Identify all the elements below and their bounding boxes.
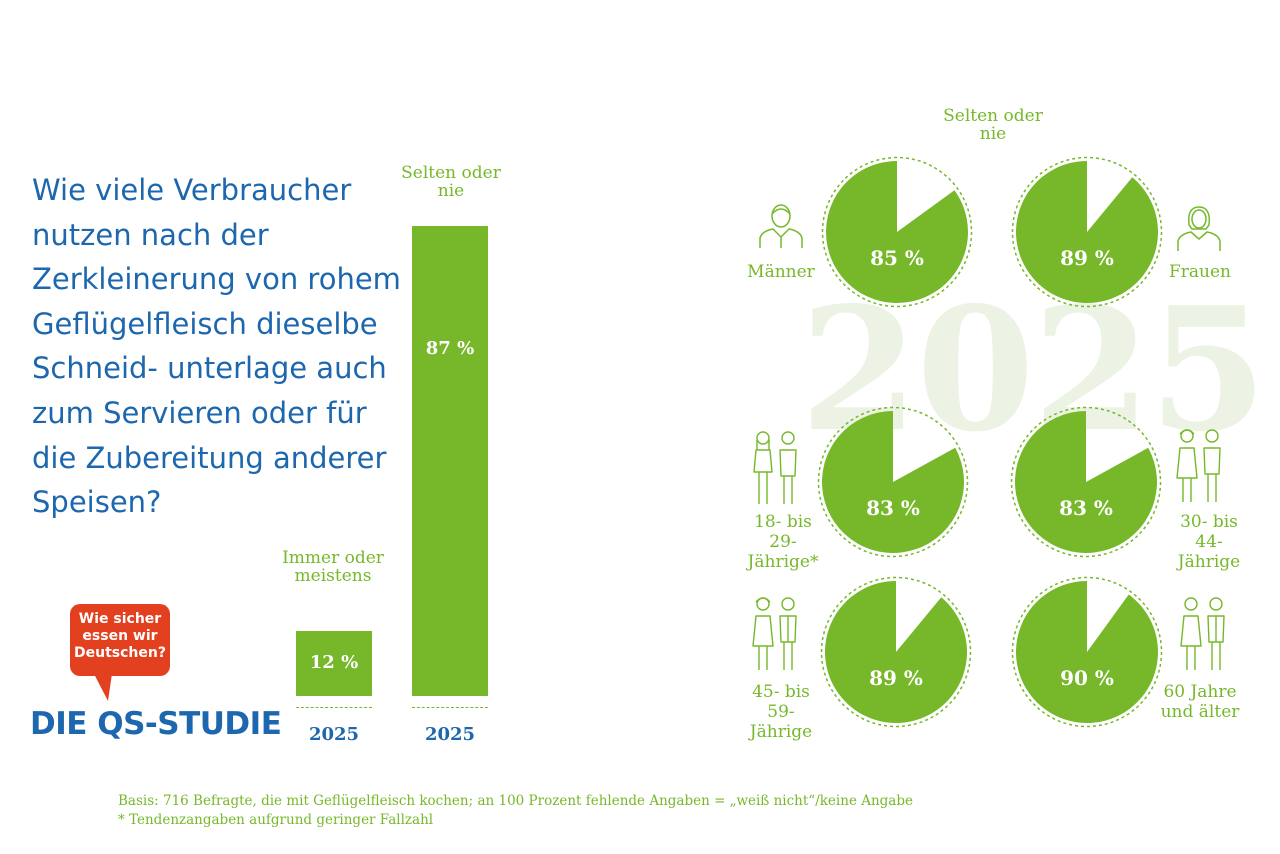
speech-bubble: Wie sicher essen wir Deutschen? [70,604,170,676]
group-label: Frauen [1168,262,1231,282]
pie-value-label: 90 % [1060,666,1114,690]
pie-chart: 89 % [820,576,972,728]
x-tick-label: 2025 [308,724,360,745]
bar-category-label: Immer oder meistens [282,548,384,586]
pie-slice [825,161,968,303]
bar-category-label: Selten oder nie [401,163,501,201]
bubble-text: Wie sicher essen wir Deutschen? [74,611,166,661]
pie-chart: 89 % [1011,156,1163,308]
group-label: 18- bis 29-Jährige* [747,512,819,572]
senior-couple-icon [1180,597,1225,670]
couple-icon [1176,429,1221,502]
pie-group-header: Selten oder nie [943,106,1043,144]
pie-outline [817,406,969,558]
young-couple-icon [753,431,797,504]
pie-chart: 85 % [821,156,973,308]
group-label: 45- bis 59-Jährige [749,682,813,742]
man-icon [759,204,803,248]
question-heading: Wie viele Verbraucher nutzen nach der Ze… [32,173,401,520]
footnote-asterisk: * Tendenzangaben aufgrund geringer Fallz… [118,812,434,828]
group-label: Männer [747,262,815,282]
bar: 87 % [412,226,488,696]
baseline-dash [296,707,372,708]
baseline-dash [412,707,488,708]
pie-chart: 83 % [817,406,969,558]
pie-outline [821,156,973,308]
pie-outline [1011,576,1163,728]
pie-value-label: 89 % [1060,246,1114,270]
pie-slice [821,411,964,553]
pie-chart: 90 % [1011,576,1163,728]
x-tick-label: 2025 [424,724,476,745]
group-label: 60 Jahre und älter [1160,682,1240,722]
pie-slice [1014,411,1157,553]
group-label: 30- bis 44-Jährige [1177,512,1241,572]
couple-icon [752,597,797,670]
pie-value-label: 83 % [866,496,920,520]
pie-outline [820,576,972,728]
bar: 12 % [296,631,372,696]
pie-outline [1010,406,1162,558]
pie-slice [1016,161,1159,303]
pie-slice [1015,581,1158,723]
bar-value-label: 87 % [425,338,475,360]
pie-value-label: 83 % [1059,496,1113,520]
footnote-basis: Basis: 716 Befragte, die mit Geflügelfle… [118,793,913,809]
pie-slice [825,581,968,723]
pie-value-label: 85 % [870,246,924,270]
pie-chart: 83 % [1010,406,1162,558]
pie-value-label: 89 % [869,666,923,690]
pie-outline [1011,156,1163,308]
brand-logo: DIE QS-STUDIE [30,706,282,742]
bar-value-label: 12 % [309,651,359,673]
woman-icon [1177,206,1221,251]
